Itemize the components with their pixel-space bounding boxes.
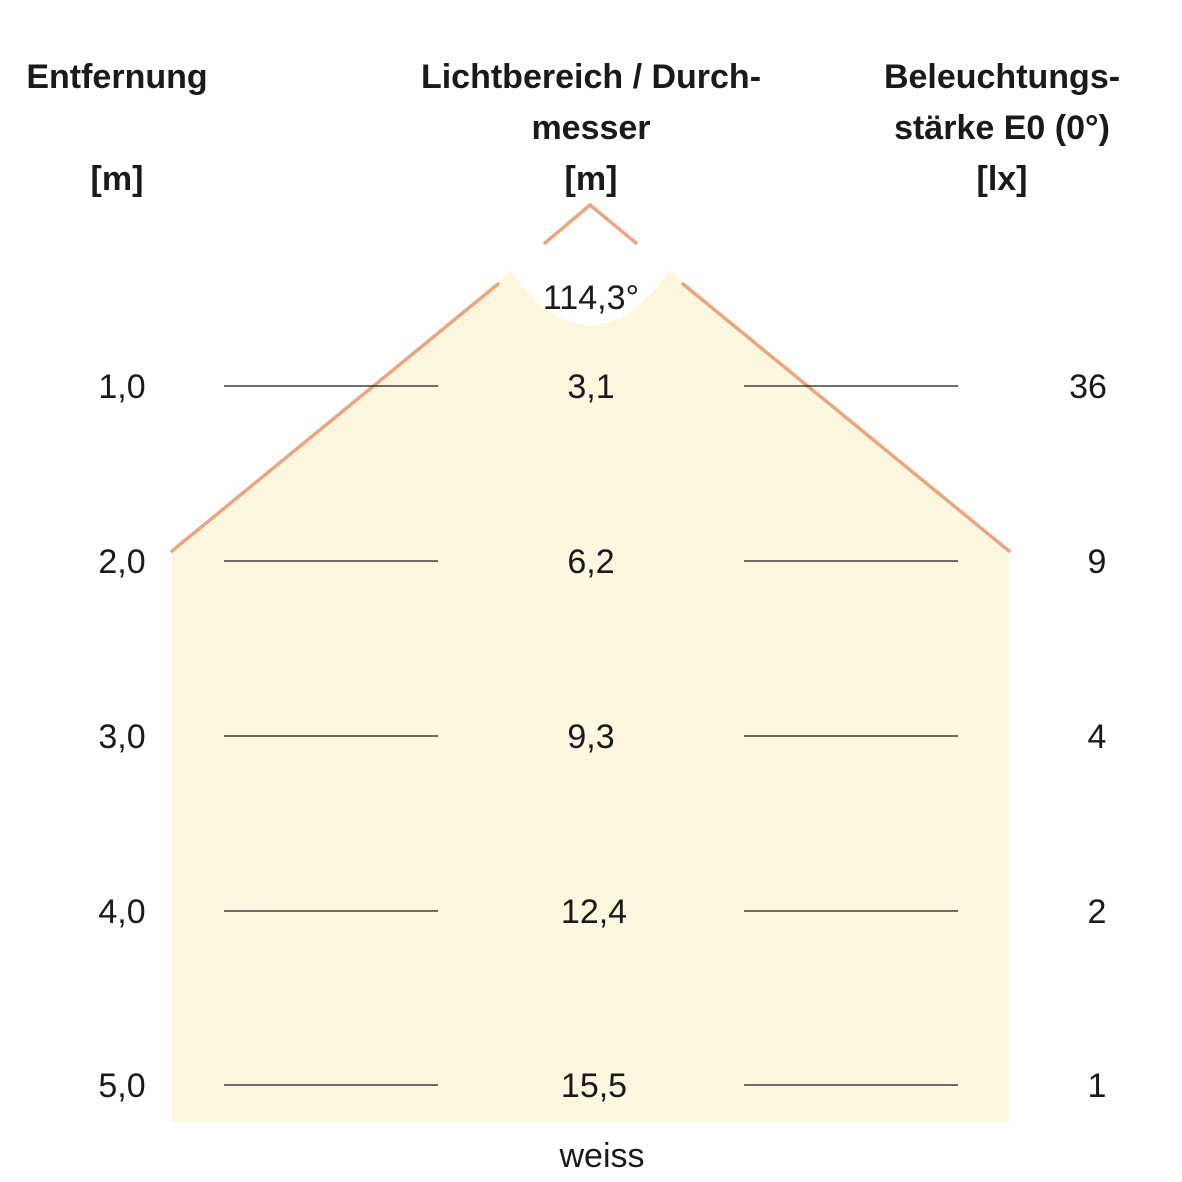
diameter-value: 3,1 [567,368,614,406]
beam-angle-label: 114,3° [543,279,639,317]
diameter-header-line2: messer [531,109,650,147]
distance-unit: [m] [91,160,144,198]
diameter-value: 12,4 [561,893,627,931]
illuminance-value: 2 [1088,893,1107,931]
row: 4,0 12,4 2 [98,893,1106,931]
diameter-value: 6,2 [567,543,614,581]
distance-value: 1,0 [98,368,145,406]
row: 5,0 15,5 1 [98,1067,1106,1105]
illuminance-header-line1: Beleuchtungs- [884,58,1120,96]
illuminance-value: 4 [1088,718,1107,756]
illuminance-value: 1 [1088,1067,1107,1105]
distance-value: 5,0 [98,1067,145,1105]
row: 1,0 3,1 36 [98,368,1107,406]
diameter-value: 15,5 [561,1067,627,1105]
beam-apex-left-edge [543,203,592,245]
beam-edges [170,203,1011,553]
illuminance-header-line2: stärke E0 (0°) [894,109,1110,147]
illuminance-unit: [lx] [977,160,1028,198]
distance-value: 3,0 [98,718,145,756]
beam-right-edge [681,282,1011,553]
diameter-value: 9,3 [567,718,614,756]
row: 2,0 6,2 9 [98,543,1106,581]
distance-value: 2,0 [98,543,145,581]
beam-apex-right-edge [588,203,638,245]
angle-label-background [500,200,680,325]
illuminance-value: 36 [1069,368,1107,406]
row: 3,0 9,3 4 [98,718,1106,756]
color-label: weiss [558,1137,644,1175]
diameter-unit: [m] [565,160,618,198]
distance-header: Entfernung [26,58,207,96]
distance-value: 4,0 [98,893,145,931]
diameter-header-line1: Lichtbereich / Durch- [421,58,761,96]
beam-left-edge [170,282,500,553]
illuminance-value: 9 [1088,543,1107,581]
beam-fill [172,205,1009,1122]
